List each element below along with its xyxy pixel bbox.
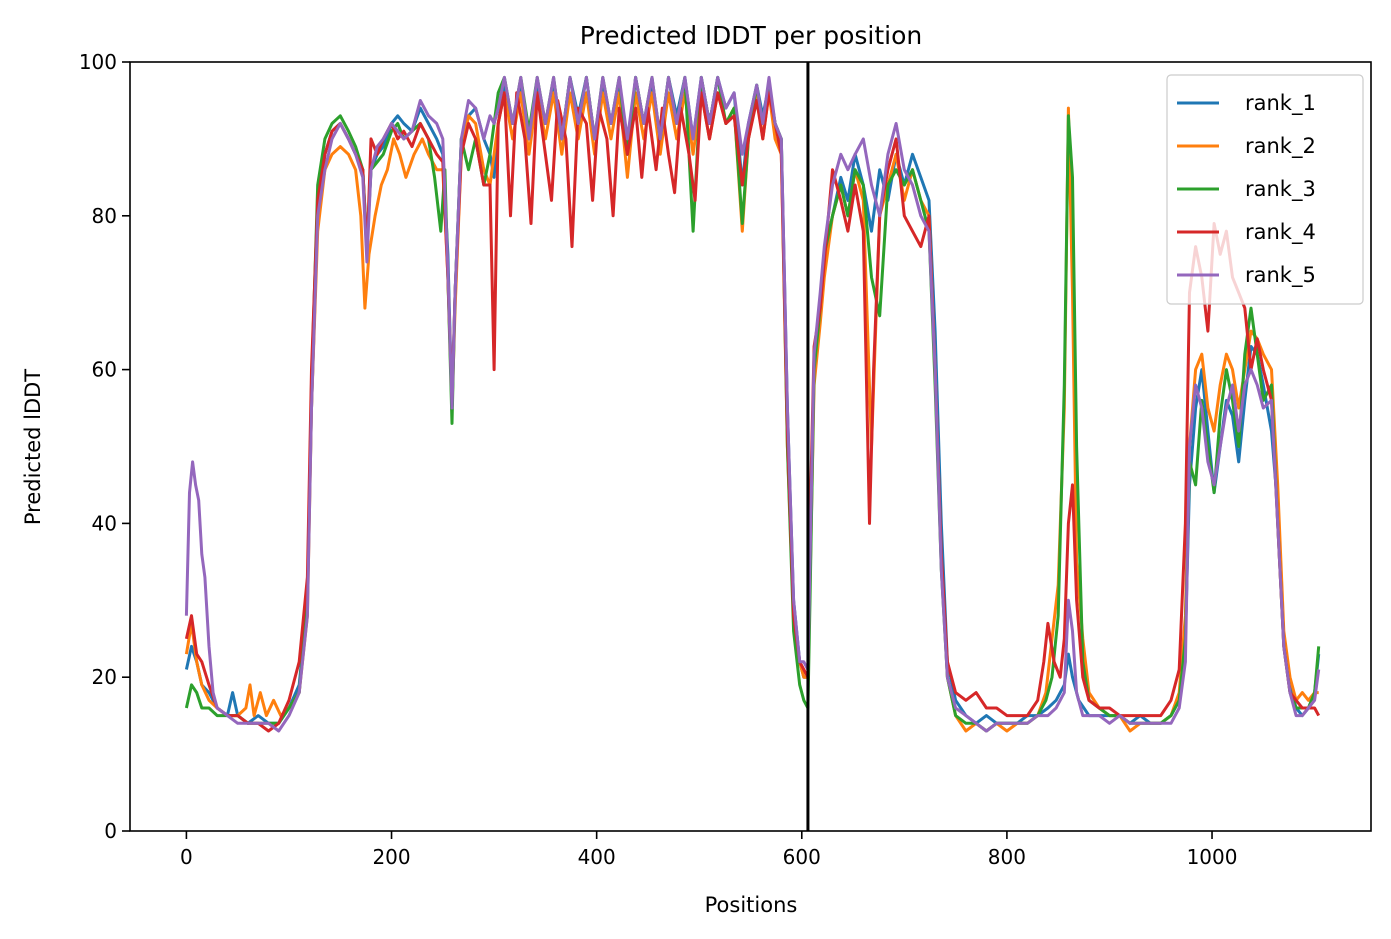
x-tick-label: 400	[578, 845, 616, 869]
legend-label-rank_2: rank_2	[1245, 134, 1316, 159]
chart-title: Predicted lDDT per position	[580, 21, 922, 50]
plot-frame	[129, 61, 1372, 832]
x-axis-label: Positions	[705, 893, 798, 917]
legend-label-rank_3: rank_3	[1245, 177, 1316, 202]
legend-label-rank_4: rank_4	[1245, 220, 1316, 245]
legend-label-rank_1: rank_1	[1245, 91, 1316, 116]
x-tick-label: 600	[783, 845, 821, 869]
legend-label-rank_5: rank_5	[1245, 263, 1316, 288]
y-tick-label: 0	[104, 819, 117, 843]
y-axis-label: Predicted lDDT	[21, 369, 45, 525]
y-tick-label: 40	[92, 511, 117, 535]
x-tick-label: 200	[372, 845, 410, 869]
y-tick-label: 60	[92, 358, 117, 382]
series-line-rank_5	[184, 75, 1321, 733]
x-tick-label: 800	[988, 845, 1026, 869]
y-tick-label: 20	[92, 665, 117, 689]
y-axis: 0 20 40 60 80 100	[79, 50, 130, 843]
legend-box	[1166, 74, 1364, 305]
x-axis: 0 200 400 600 800 1000	[180, 831, 1237, 869]
x-tick-label: 1000	[1187, 845, 1238, 869]
series-layer	[184, 75, 1321, 733]
y-tick-label: 80	[92, 204, 117, 228]
y-tick-label: 100	[79, 50, 117, 74]
x-tick-label: 0	[180, 845, 193, 869]
legend: rank_1 rank_2 rank_3 rank_4 rank_5	[1166, 74, 1364, 305]
